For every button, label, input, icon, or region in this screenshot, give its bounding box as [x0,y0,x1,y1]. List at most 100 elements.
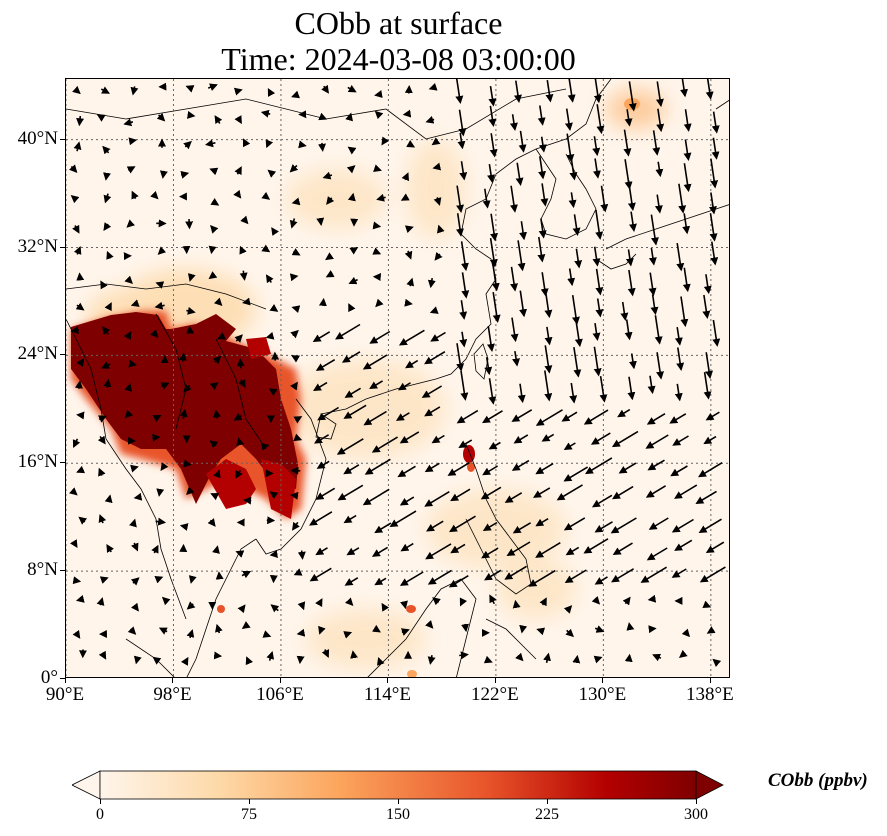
wind-arrow [563,517,586,531]
wind-arrow [622,596,631,606]
wind-arrow [669,413,687,424]
wind-arrow [406,140,416,148]
wind-arrow [425,543,452,560]
wind-arrow [535,518,549,527]
wind-arrow [99,576,109,584]
wind-arrow [186,601,196,610]
wind-arrow [267,169,277,178]
wind-arrow [76,115,85,127]
wind-arrow [705,541,725,554]
wind-arrow [239,245,247,255]
wind-arrow [428,82,438,91]
wind-arrow [487,325,495,352]
wind-arrow [459,651,469,660]
wind-arrow [712,658,722,667]
wind-arrow [646,547,668,561]
map-panel [65,78,730,678]
wind-arrow [268,388,278,396]
wind-arrow [574,317,583,348]
wind-arrow [564,108,573,131]
wind-arrow [427,655,436,665]
wind-arrow [705,352,714,379]
wind-arrow [102,145,111,155]
wind-arrow [703,435,717,445]
wind-arrow [309,511,333,526]
wind-arrow [243,496,252,505]
wind-arrow [240,215,249,225]
wind-arrow [654,315,663,345]
wind-arrow [406,277,415,287]
wind-arrow [180,656,189,666]
wind-arrow [456,343,465,372]
wind-arrow [612,485,634,500]
wind-arrow [298,140,307,149]
wind-arrow [156,113,166,122]
wind-arrow [592,136,601,157]
wind-arrow [612,542,633,556]
wind-arrow [563,466,589,482]
wind-arrow [236,437,245,446]
wind-arrow [545,79,554,103]
wind-arrow [374,522,392,534]
wind-arrow [336,438,364,455]
wind-arrow [130,86,139,96]
wind-arrow [100,86,111,94]
wind-arrow [289,218,298,229]
wind-arrow [624,653,633,663]
lat-tick-mark-1 [60,570,65,572]
wind-arrow [625,249,634,267]
wind-arrow [627,180,636,211]
wind-arrow [431,434,445,444]
wind-arrow [537,105,546,126]
lon-tick-mark-1 [172,678,174,683]
wind-arrow [239,270,248,281]
wind-arrow [683,109,692,132]
wind-arrow [208,245,217,255]
wind-arrow [627,376,636,401]
wind-arrow [345,112,353,122]
wind-arrow [538,156,547,180]
wind-arrow [620,301,629,321]
wind-arrow [517,383,526,404]
wind-arrow [711,137,720,160]
wind-arrow [535,462,554,475]
wind-arrow [512,522,532,534]
wind-arrow [242,138,251,148]
wind-arrow [695,490,717,505]
wind-arrow [574,248,583,269]
wind-arrow [480,486,502,500]
wind-arrow [126,219,136,228]
wind-arrow [654,194,663,214]
wind-arrow [629,211,637,232]
wind-arrow [104,494,113,504]
lon-tick-label-5: 130°E [578,684,627,705]
wind-arrow [130,577,140,586]
wind-arrow [69,487,78,496]
wind-arrow [72,629,81,639]
wind-arrow [183,383,192,393]
wind-arrow [424,351,446,365]
lon-tick-mark-6 [709,678,711,683]
wind-arrow [676,242,685,272]
wind-arrow [217,332,226,340]
wind-arrow [535,409,563,426]
wind-arrow [291,197,301,206]
wind-arrow [483,655,493,664]
wind-arrow [213,469,221,479]
wind-arrow [214,115,223,125]
wind-arrow [585,457,613,475]
wind-arrow [318,112,328,121]
wind-arrow [348,276,358,285]
wind-arrow [150,190,159,200]
map-title-time: Time: 2024-03-08 03:00:00 [221,41,576,77]
wind-arrow [73,246,82,255]
wind-arrow [705,79,714,100]
wind-arrow [349,246,359,255]
wind-arrow [640,566,668,583]
lat-tick-label-0: 0° [40,667,58,688]
wind-arrow [126,166,136,174]
wind-arrow [519,624,528,634]
wind-arrow [160,462,169,472]
wind-arrow [611,568,635,583]
wind-arrow [185,219,194,230]
